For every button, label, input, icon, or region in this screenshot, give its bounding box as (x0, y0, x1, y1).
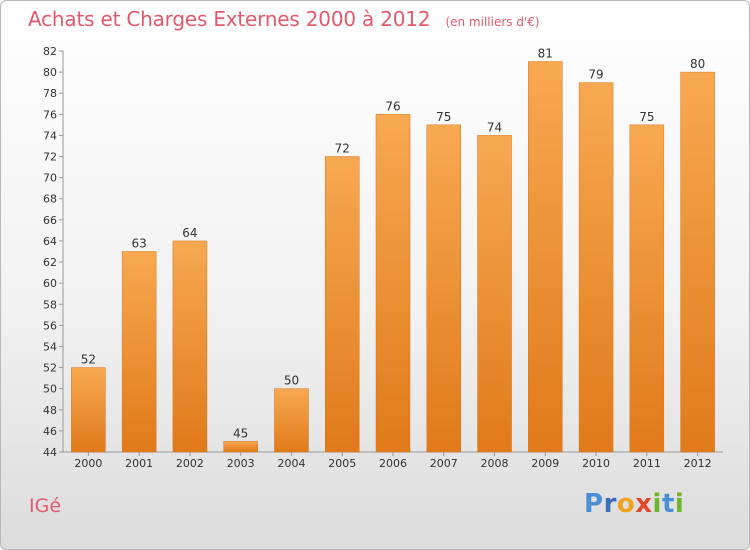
brand-letter: i (674, 489, 685, 519)
x-tick-label: 2006 (379, 457, 407, 470)
y-tick-label: 52 (43, 362, 57, 375)
data-label: 75 (436, 110, 451, 124)
brand-logo: Proxiti (584, 489, 684, 519)
y-tick-label: 76 (43, 108, 57, 121)
bar (223, 441, 258, 453)
y-tick-label: 48 (43, 404, 57, 417)
x-tick-label: 2001 (125, 457, 153, 470)
labels-group: 2000 52 2001 63 2002 64 2003 45 2004 50 2005 72 2006… (74, 47, 711, 470)
x-tick-label: 2011 (633, 457, 661, 470)
data-label: 63 (132, 237, 147, 251)
x-tick-label: 2002 (176, 457, 204, 470)
data-label: 45 (233, 426, 248, 440)
y-tick-label: 80 (43, 66, 57, 79)
bar (477, 135, 512, 453)
y-tick-label: 66 (43, 214, 57, 227)
data-label: 81 (538, 47, 553, 61)
y-tick-label: 70 (43, 172, 57, 185)
bar (578, 82, 614, 453)
y-tick-label: 74 (43, 129, 57, 142)
bars-group (71, 61, 715, 453)
bar (375, 114, 411, 453)
y-tick-label: 50 (43, 383, 57, 396)
data-label: 52 (81, 353, 96, 367)
y-tick-label: 54 (43, 340, 57, 353)
data-label: 79 (588, 68, 603, 82)
y-tick-label: 60 (43, 277, 57, 290)
data-label: 74 (487, 120, 502, 134)
chart-subtitle: (en milliers d'€) (445, 15, 540, 29)
y-tick-label: 56 (43, 319, 57, 332)
data-label: 75 (639, 110, 654, 124)
brand-letter: o (616, 489, 636, 519)
x-tick-label: 2003 (227, 457, 255, 470)
bar (426, 124, 462, 453)
x-tick-label: 2009 (531, 457, 559, 470)
brand-letter: x (635, 489, 653, 519)
location-label: IGé (29, 495, 62, 517)
brand-letter: t (661, 489, 675, 519)
bar (629, 124, 665, 453)
x-tick-label: 2007 (430, 457, 458, 470)
bar (324, 156, 360, 453)
y-tick-label: 78 (43, 87, 57, 100)
axes: 44 46 48 50 52 54 56 58 60 62 64 66 68 70 72 74 76 78 80 82 (43, 45, 723, 459)
x-tick-label: 2004 (277, 457, 305, 470)
x-tick-label: 2000 (74, 457, 102, 470)
y-tick-label: 46 (43, 425, 57, 438)
data-label: 72 (335, 142, 350, 156)
chart-title-block: Achats et Charges Externes 2000 à 2012 (… (28, 7, 540, 31)
bar (274, 388, 309, 453)
y-tick-label: 68 (43, 193, 57, 206)
x-tick-label: 2005 (328, 457, 356, 470)
chart-title: Achats et Charges Externes 2000 à 2012 (28, 7, 431, 31)
data-label: 50 (284, 374, 299, 388)
bar (172, 240, 208, 453)
y-tick-label: 58 (43, 298, 57, 311)
bar (680, 71, 715, 453)
brand-letter: i (652, 489, 662, 519)
bar (528, 61, 563, 453)
bar (71, 367, 106, 453)
x-tick-label: 2008 (481, 457, 509, 470)
bar (121, 251, 157, 453)
x-tick-label: 2012 (684, 457, 712, 470)
data-label: 76 (385, 99, 400, 113)
y-tick-label: 72 (43, 151, 57, 164)
y-tick-label: 44 (43, 446, 57, 459)
data-label: 80 (690, 57, 705, 71)
y-tick-label: 62 (43, 256, 57, 269)
x-tick-label: 2010 (582, 457, 610, 470)
brand-letter: P (584, 489, 604, 519)
data-label: 64 (182, 226, 197, 240)
y-tick-label: 82 (43, 45, 57, 58)
y-tick-label: 64 (43, 235, 57, 248)
brand-letter: r (603, 489, 617, 519)
